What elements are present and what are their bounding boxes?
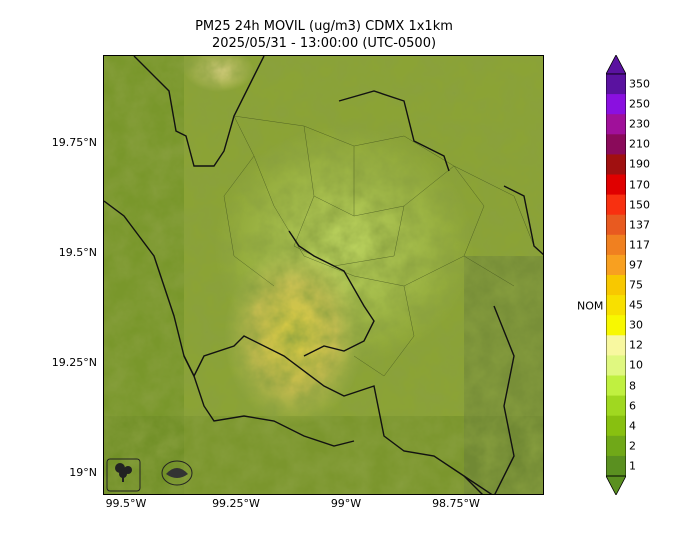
colorbar-band — [606, 415, 626, 437]
colorbar-band — [606, 114, 626, 135]
colorbar-tick-label: 210 — [629, 137, 650, 151]
colorbar-band — [606, 435, 626, 457]
colorbar-outline — [606, 73, 626, 477]
colorbar-tick-label: 170 — [629, 178, 650, 192]
colorbar-tick-label: 350 — [629, 77, 650, 91]
colorbar-tick-label: 12 — [629, 338, 643, 352]
colorbar-band — [606, 174, 626, 196]
colorbar-band — [606, 335, 626, 356]
colorbar-band — [606, 315, 626, 336]
colorbar-band — [606, 134, 626, 155]
colorbar-tick-label: 230 — [629, 117, 650, 131]
colorbar-tick-label: 117 — [629, 238, 650, 252]
colorbar — [606, 55, 626, 495]
colorbar-tick-label: 2 — [629, 439, 636, 453]
ciudad-de-mexico-logo — [161, 460, 193, 486]
colorbar-tick-label: 10 — [629, 358, 643, 372]
colorbar-band — [606, 275, 626, 296]
colorbar-tick-label: 137 — [629, 218, 650, 232]
colorbar-band — [606, 74, 626, 95]
sedema-logo — [106, 458, 141, 492]
chart-subtitle: 2025/05/31 - 13:00:00 (UTC-0500) — [211, 36, 437, 51]
colorbar-extend-top — [606, 55, 626, 75]
colorbar-band — [606, 214, 626, 236]
nom-label: NOM — [577, 299, 604, 313]
colorbar-band — [606, 455, 626, 477]
colorbar-band — [606, 94, 626, 115]
colorbar-tick-label: 97 — [629, 258, 643, 272]
terrain-relief — [104, 56, 543, 494]
colorbar-band — [606, 355, 626, 376]
colorbar-band — [606, 254, 626, 276]
colorbar-tick-label: 4 — [629, 419, 636, 433]
lon-tick-99-5: 99.5°W — [105, 497, 147, 510]
colorbar-band — [606, 194, 626, 216]
colorbar-extend-bottom — [606, 475, 626, 495]
pm25-map — [103, 55, 544, 495]
chart-title: PM25 24h MOVIL (ug/m3) CDMX 1x1km — [195, 19, 453, 34]
map-canvas — [104, 56, 543, 494]
municipal-boundaries — [223, 115, 535, 377]
lon-tick-99-25: 99.25°W — [212, 497, 260, 510]
state-boundaries — [104, 56, 543, 494]
colorbar-tick-label: 8 — [629, 379, 636, 393]
colorbar-band — [606, 234, 626, 256]
colorbar-tick-label: 30 — [629, 318, 643, 332]
lat-tick-19-25: 19.25°N — [51, 356, 97, 369]
colorbar-tick-label: 190 — [629, 157, 650, 171]
colorbar-tick-label: 150 — [629, 198, 650, 212]
lat-tick-19: 19°N — [69, 466, 97, 479]
colorbar-tick-label: 250 — [629, 97, 650, 111]
colorbar-band — [606, 295, 626, 316]
colorbar-tick-label: 75 — [629, 278, 643, 292]
colorbar-band — [606, 154, 626, 175]
colorbar-band — [606, 395, 626, 417]
lat-tick-19-5: 19.5°N — [58, 246, 97, 259]
colorbar-tick-label: 45 — [629, 298, 643, 312]
logos — [106, 458, 193, 492]
lon-tick-99: 99°W — [330, 497, 362, 510]
lat-tick-19-75: 19.75°N — [51, 136, 97, 149]
colorbar-tick-label: 6 — [629, 399, 636, 413]
colorbar-band — [606, 375, 626, 397]
colorbar-tick-label: 1 — [629, 459, 636, 473]
lon-tick-98-75: 98.75°W — [432, 497, 480, 510]
